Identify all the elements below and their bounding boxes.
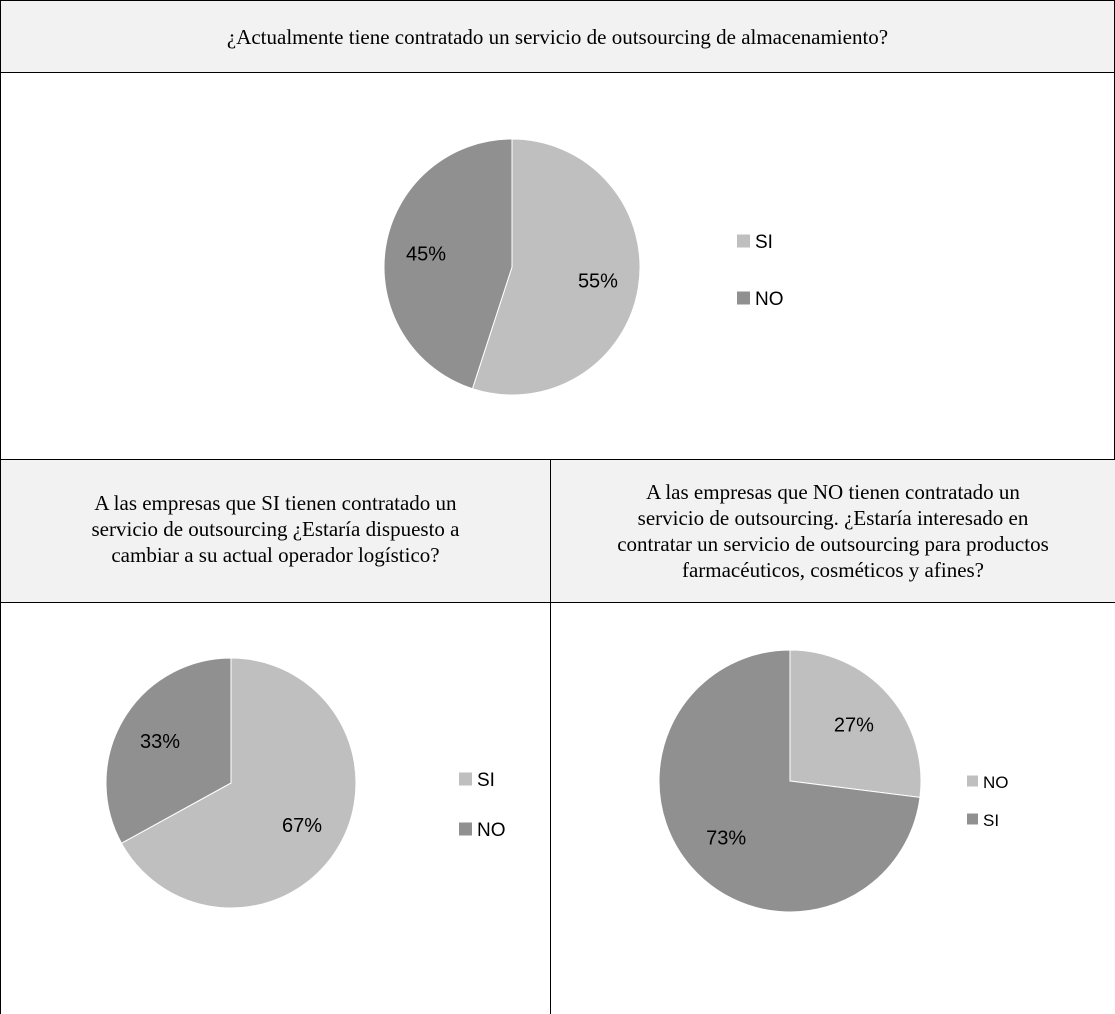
slice-label-no: 45% <box>406 243 446 265</box>
border-top <box>0 0 1115 1</box>
title-right-line-3: contratar un servicio de outsourcing par… <box>617 532 1049 556</box>
title-left-line-1: A las empresas que SI tienen contratado … <box>94 491 457 515</box>
legend-label-no: NO <box>755 289 784 310</box>
pie-slice-no <box>105 657 232 844</box>
legend-swatch-si <box>967 813 978 825</box>
title-left-line-3: cambiar a su actual operador logístico? <box>111 543 440 567</box>
pie-chart-top: 55% 45% SI NO <box>383 138 784 396</box>
legend-label-si: SI <box>983 811 999 830</box>
slice-label-si: 67% <box>282 815 322 837</box>
pie-slice-si <box>120 657 357 909</box>
slice-label-no: 27% <box>834 715 874 737</box>
legend-swatch-no <box>459 822 472 836</box>
pie-slice-si <box>471 138 641 396</box>
title-top: ¿Actualmente tiene contratado un servici… <box>1 1 1114 72</box>
slice-label-si: 73% <box>706 827 746 849</box>
pie-chart-right: 27% 73% NO SI <box>658 649 1009 913</box>
slice-label-si: 55% <box>578 271 618 293</box>
title-right-line-1: A las empresas que NO tienen contratado … <box>646 480 1020 504</box>
title-right-line-4: farmacéuticos, cosméticos y afines? <box>681 558 985 582</box>
pie-chart-left: 67% 33% SI NO <box>105 657 506 909</box>
legend-swatch-no <box>967 775 978 787</box>
rule-3 <box>0 602 1115 603</box>
pie-slice-si <box>658 649 921 913</box>
border-left <box>0 0 1 1014</box>
title-left-line-2: servicio de outsourcing ¿Estaría dispues… <box>91 517 460 541</box>
pie-slice-no <box>383 138 513 390</box>
rule-2 <box>0 459 1115 460</box>
legend-label-no: NO <box>983 773 1009 792</box>
legend-swatch-si <box>737 234 750 248</box>
pie-slice-no <box>789 649 922 798</box>
slice-label-no: 33% <box>140 731 180 753</box>
title-right: A las empresas que NO tienen contratado … <box>551 460 1115 602</box>
title-top-text: ¿Actualmente tiene contratado un servici… <box>226 24 889 49</box>
title-right-line-2: servicio de outsourcing. ¿Estaría intere… <box>637 506 1029 530</box>
legend-label-si: SI <box>755 232 773 253</box>
legend-swatch-no <box>737 291 750 305</box>
title-left: A las empresas que SI tienen contratado … <box>1 460 550 602</box>
legend-label-si: SI <box>477 770 495 791</box>
legend-label-no: NO <box>477 820 506 841</box>
legend-swatch-si <box>459 772 472 786</box>
divider-vertical <box>550 459 551 1014</box>
rule-1 <box>0 72 1115 73</box>
